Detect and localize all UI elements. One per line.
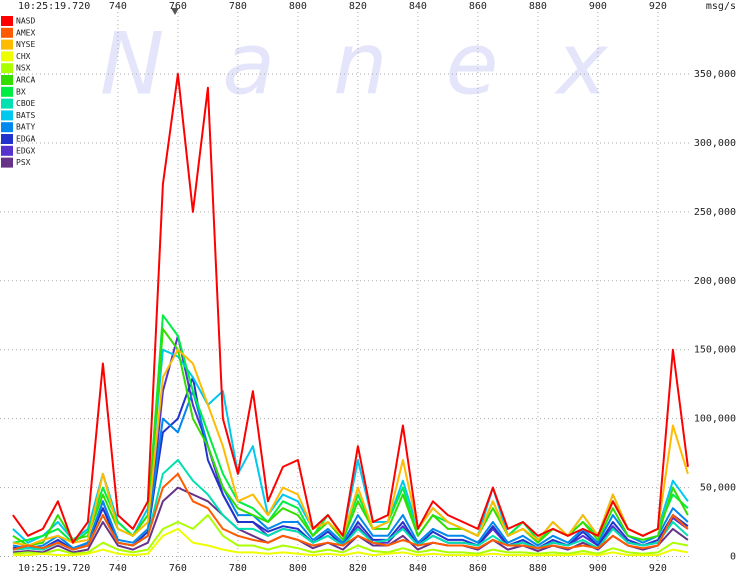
x-tick-label-top: 840 xyxy=(409,1,427,12)
legend-label: ARCA xyxy=(16,76,35,85)
y-tick-label: 200,000 xyxy=(694,276,736,287)
y-tick-label: 300,000 xyxy=(694,138,736,149)
x-tick-label-bottom: 760 xyxy=(169,563,187,574)
legend-label: CHX xyxy=(16,52,31,61)
watermark: Nanex xyxy=(100,14,665,114)
series-line xyxy=(12,73,689,544)
legend-label: BX xyxy=(16,87,26,96)
legend-swatch xyxy=(1,122,13,133)
x-tick-label-bottom: 820 xyxy=(349,563,367,574)
y-tick-label: 0 xyxy=(730,551,736,562)
series-line xyxy=(12,472,689,551)
legend-swatch xyxy=(1,134,13,144)
x-tick-label-top: 900 xyxy=(589,1,607,12)
legend-swatch xyxy=(1,145,13,156)
cursor-marker xyxy=(171,8,179,15)
x-tick-label-top: 760 xyxy=(169,1,187,12)
legend-swatch xyxy=(1,16,13,26)
y-tick-label: 100,000 xyxy=(694,414,736,425)
legend-label: PSX xyxy=(16,158,31,167)
legend-swatch xyxy=(1,27,13,38)
x-tick-label-top: 780 xyxy=(229,1,247,12)
x-tick-label-bottom: 920 xyxy=(649,563,667,574)
x-tick-label-top: 740 xyxy=(109,1,127,12)
x-tick-label-bottom: 900 xyxy=(589,563,607,574)
x-tick-label-bottom: 800 xyxy=(289,563,307,574)
legend-label: BATS xyxy=(16,111,35,120)
legend-swatch xyxy=(1,157,13,168)
y-tick-label: 250,000 xyxy=(694,207,736,218)
x-tick-label-top: 800 xyxy=(289,1,307,12)
series-line xyxy=(12,390,689,550)
legend-label: EDGX xyxy=(16,146,35,155)
legend-swatch xyxy=(1,51,13,62)
y-tick-label: 350,000 xyxy=(694,69,736,80)
legend-label: EDGA xyxy=(16,135,35,144)
legend-swatch xyxy=(1,110,13,121)
unit-label: msg/s xyxy=(706,1,736,12)
series-line xyxy=(12,527,689,557)
legend-label: NYSE xyxy=(16,40,35,49)
legend-label: NASD xyxy=(16,17,35,26)
x-tick-label-bottom: 860 xyxy=(469,563,487,574)
x-tick-label-top: 920 xyxy=(649,1,667,12)
legend-swatch xyxy=(1,75,13,85)
series-line xyxy=(12,348,689,547)
start-time-bottom: 10:25:19.720 xyxy=(18,563,90,574)
y-tick-label: 50,000 xyxy=(700,483,736,494)
start-time-top: 10:25:19.720 xyxy=(18,1,90,12)
x-tick-label-top: 860 xyxy=(469,1,487,12)
x-tick-label-bottom: 880 xyxy=(529,563,547,574)
legend-label: NSX xyxy=(16,64,31,73)
legend-label: CBOE xyxy=(16,99,35,108)
series-line xyxy=(12,376,689,551)
legend-label: BATY xyxy=(16,123,35,132)
x-tick-label-top: 820 xyxy=(349,1,367,12)
x-tick-label-bottom: 740 xyxy=(109,563,127,574)
legend-label: AMEX xyxy=(16,28,35,37)
x-tick-label-bottom: 840 xyxy=(409,563,427,574)
x-tick-label-bottom: 780 xyxy=(229,563,247,574)
legend-swatch xyxy=(1,86,13,97)
legend-swatch xyxy=(1,39,13,50)
x-tick-label-top: 880 xyxy=(529,1,547,12)
series-line xyxy=(12,514,689,555)
legend-swatch xyxy=(1,98,13,109)
y-tick-label: 150,000 xyxy=(694,345,736,356)
legend-swatch xyxy=(1,63,13,74)
